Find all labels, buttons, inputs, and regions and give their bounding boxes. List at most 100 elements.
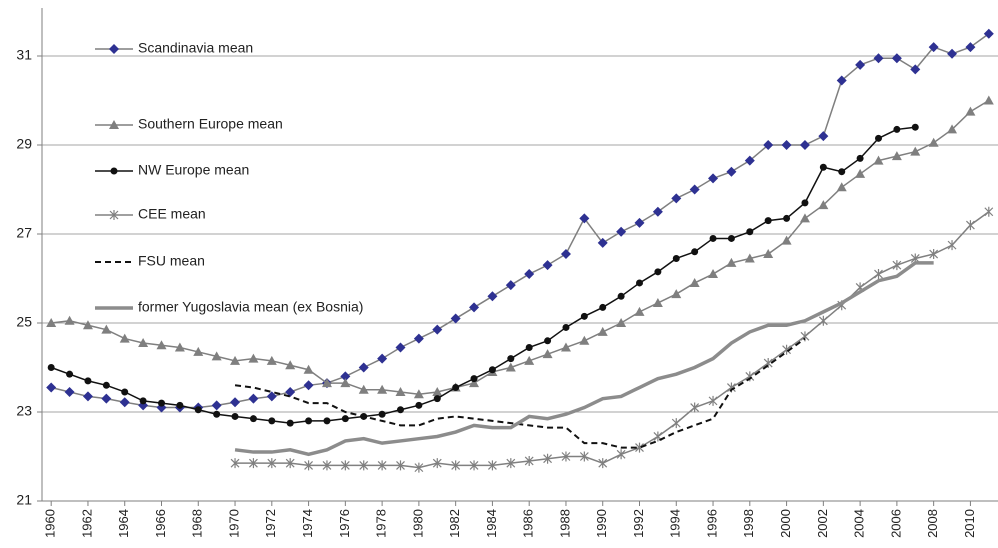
legend-label: FSU mean	[138, 253, 205, 269]
point	[560, 342, 571, 352]
point	[119, 397, 130, 408]
point	[377, 353, 388, 364]
point	[211, 400, 222, 411]
point	[524, 355, 535, 365]
x-tick-label: 1998	[741, 509, 756, 538]
point	[432, 324, 443, 335]
point	[746, 228, 754, 236]
point	[469, 302, 480, 313]
legend-label: former Yugoslavia mean (ex Bosnia)	[138, 299, 363, 315]
legend-label: CEE mean	[138, 206, 206, 222]
y-tick-label: 29	[16, 136, 32, 152]
point	[433, 395, 441, 403]
point	[451, 460, 461, 471]
point	[340, 371, 351, 382]
point	[46, 318, 57, 327]
point	[818, 200, 829, 210]
x-tick-label: 1974	[300, 509, 315, 538]
point	[507, 355, 515, 363]
point	[193, 346, 204, 356]
point	[709, 234, 717, 242]
x-tick-label: 1966	[153, 509, 168, 538]
point	[231, 412, 239, 420]
point	[470, 375, 478, 383]
point	[211, 351, 222, 361]
point	[323, 417, 331, 425]
point	[82, 391, 93, 402]
point	[158, 399, 165, 407]
point	[819, 163, 827, 171]
legend-label: Scandinavia mean	[138, 40, 253, 56]
point	[726, 257, 737, 267]
point	[763, 140, 774, 150]
point	[818, 315, 828, 326]
point	[855, 59, 866, 70]
series-line	[234, 261, 934, 457]
x-tick-label: 2004	[852, 509, 867, 538]
point	[230, 355, 241, 365]
x-tick-label: 1996	[704, 509, 719, 538]
point	[856, 154, 864, 162]
series-line	[51, 99, 990, 395]
point	[910, 146, 921, 156]
x-tick-label: 1986	[521, 509, 536, 538]
point	[47, 364, 55, 371]
legend-item: Scandinavia mean	[95, 40, 253, 56]
point	[156, 340, 167, 350]
point	[524, 269, 535, 280]
point	[268, 417, 276, 425]
point	[101, 393, 112, 404]
point	[109, 210, 119, 220]
point	[652, 206, 663, 217]
point	[781, 140, 792, 150]
point	[782, 344, 792, 355]
x-tick-label: 2000	[778, 509, 793, 538]
point	[542, 260, 553, 271]
point	[671, 193, 682, 204]
point	[525, 343, 533, 351]
legend-label: NW Europe mean	[138, 162, 249, 178]
point	[230, 458, 240, 469]
point	[781, 235, 792, 245]
point	[377, 384, 388, 394]
point	[836, 182, 847, 192]
series-line	[234, 337, 806, 449]
point	[82, 320, 93, 330]
point	[543, 453, 553, 464]
x-tick-label: 1982	[447, 509, 462, 538]
x-tick-label: 1994	[668, 509, 683, 538]
point	[764, 217, 772, 225]
x-tick-label: 2008	[925, 509, 940, 538]
point	[285, 458, 295, 469]
point	[708, 269, 719, 279]
point	[983, 95, 994, 105]
x-tick-label: 1990	[594, 509, 609, 538]
point	[634, 217, 645, 228]
point	[910, 64, 921, 75]
point	[891, 53, 902, 64]
point	[101, 324, 112, 334]
point	[432, 386, 443, 396]
point	[965, 106, 976, 116]
point	[505, 362, 516, 372]
point	[617, 292, 625, 300]
point	[469, 460, 479, 471]
point	[654, 268, 662, 276]
point	[396, 460, 405, 471]
series-line	[51, 33, 990, 409]
point	[691, 248, 699, 256]
point	[487, 291, 498, 302]
point	[929, 249, 939, 260]
x-tick-label: 1972	[263, 509, 278, 538]
point	[690, 402, 700, 413]
legend-item: former Yugoslavia mean (ex Bosnia)	[95, 299, 363, 315]
point	[763, 249, 774, 259]
point	[230, 397, 241, 408]
point	[267, 458, 277, 469]
point	[783, 214, 791, 222]
point	[965, 42, 976, 53]
point	[322, 460, 332, 471]
point	[452, 384, 460, 392]
point	[397, 406, 404, 414]
legend-label: Southern Europe mean	[138, 116, 283, 132]
